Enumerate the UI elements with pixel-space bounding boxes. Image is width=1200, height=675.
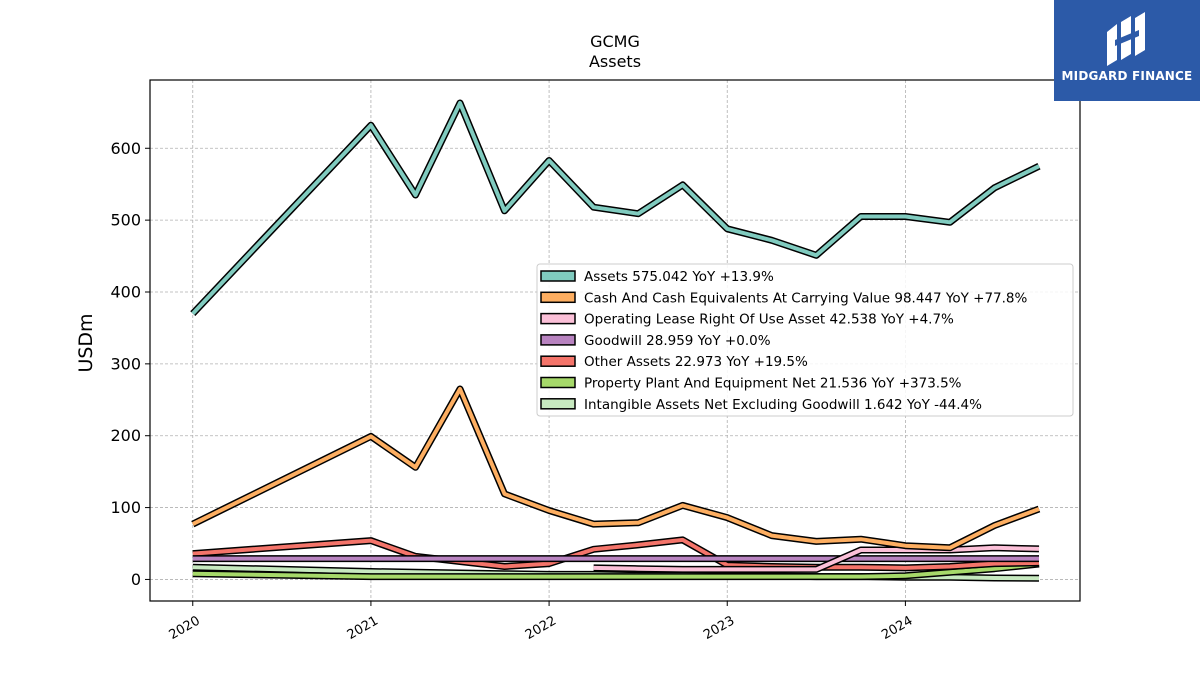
x-tick-label: 2020	[167, 613, 203, 643]
legend-entry: Intangible Assets Net Excluding Goodwill…	[584, 397, 982, 413]
logo-mark-icon	[1107, 12, 1145, 66]
legend-entry: Operating Lease Right Of Use Asset 42.53…	[584, 312, 954, 328]
plot-frame	[149, 79, 1081, 602]
legend-entry: Other Assets 22.973 YoY +19.5%	[584, 354, 808, 370]
legend-swatch	[540, 312, 576, 325]
legend-entry: Cash And Cash Equivalents At Carrying Va…	[584, 290, 1028, 306]
x-tick-label: 2024	[879, 613, 915, 643]
series-line-property-plant-and-equipment-net	[192, 562, 1040, 579]
series-line-assets	[191, 101, 1040, 315]
y-tick-label: 600	[110, 139, 141, 158]
series-line-operating-lease-right-of-use-asset	[593, 545, 1040, 572]
chart-title: GCMG	[590, 32, 640, 51]
legend-entry: Goodwill 28.959 YoY +0.0%	[584, 333, 771, 349]
y-tick-label: 200	[110, 426, 141, 445]
series-line-cash-and-cash-equivalents-at-carrying-value	[191, 387, 1040, 550]
legend-swatch	[540, 291, 576, 304]
legend-swatch	[540, 270, 576, 282]
legend-box	[536, 263, 1074, 417]
brand-logo: MIDGARD FINANCE	[1054, 0, 1200, 101]
y-tick-label: 100	[110, 498, 141, 517]
x-tick-label: 2021	[345, 613, 381, 643]
legend-entry: Assets 575.042 YoY +13.9%	[584, 269, 774, 285]
legend-swatch	[540, 355, 576, 367]
x-tick-label: 2023	[701, 613, 737, 643]
y-tick-label: 400	[110, 282, 141, 301]
legend-swatch	[540, 376, 576, 389]
legend-swatch	[540, 334, 576, 346]
series-layer	[190, 99, 1041, 582]
logo-text: MIDGARD FINANCE	[1061, 69, 1193, 83]
x-tick-label: 2022	[523, 613, 559, 643]
y-tick-label: 300	[110, 354, 141, 373]
y-tick-label: 500	[110, 211, 141, 230]
legend-entry: Property Plant And Equipment Net 21.536 …	[584, 376, 962, 392]
legend: Assets 575.042 YoY +13.9% Cash And Cash E…	[536, 263, 1074, 417]
y-axis-ticks: 0 100 200 300 400 500 600	[110, 139, 150, 589]
y-tick-label: 0	[131, 570, 141, 589]
y-axis-label: USDm	[75, 313, 97, 372]
legend-swatch	[540, 398, 576, 410]
chart-subtitle: Assets	[589, 52, 641, 71]
x-axis-ticks: 2020 2021 2022 2023 2024	[167, 601, 915, 643]
